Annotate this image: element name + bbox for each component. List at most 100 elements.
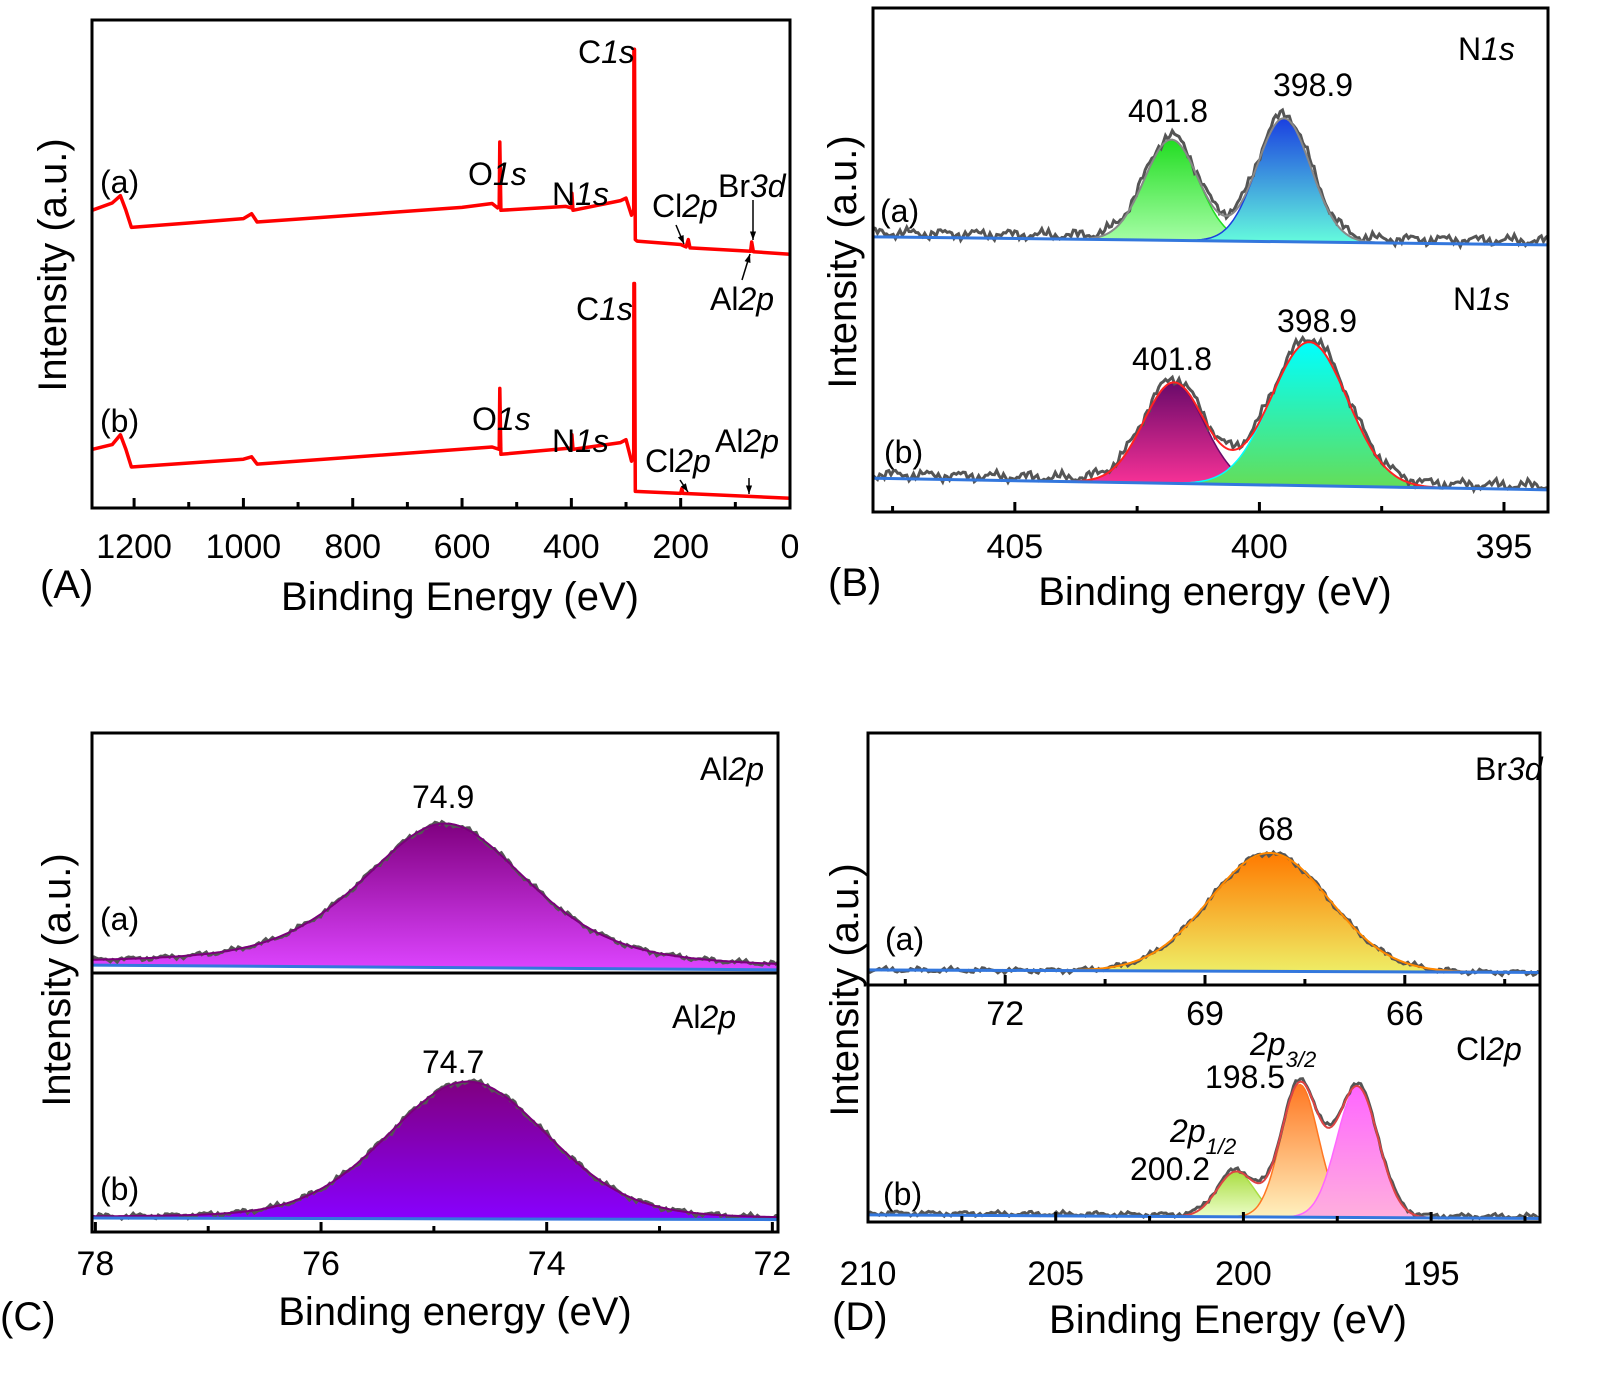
orbital-text: 1s	[493, 156, 527, 192]
x-tick-label: 66	[1386, 995, 1424, 1033]
component-label: 2p3/2	[1249, 1026, 1316, 1072]
orbital-text: 1s	[1476, 281, 1510, 317]
x-tick-label: 600	[434, 528, 491, 566]
element-text: N	[1458, 31, 1481, 67]
element-text: Br	[718, 168, 750, 204]
x-tick-label: 400	[1231, 528, 1288, 566]
baseline	[872, 235, 1549, 247]
envelope-fit	[868, 1080, 1540, 1220]
x-tick-label: 76	[302, 1245, 340, 1283]
peak-position-label: 200.2	[1130, 1151, 1210, 1187]
peak-annotation: Al2p	[710, 281, 774, 317]
element-text: N	[552, 176, 575, 212]
core-level-label: N1s	[1458, 31, 1515, 67]
trace-label-a: (a)	[100, 901, 139, 937]
x-tick-label: 205	[1027, 1255, 1084, 1293]
trace-label-a: (a)	[880, 193, 919, 229]
peak-annotation: Cl2p	[645, 443, 711, 479]
baseline	[867, 1213, 1541, 1220]
orbital-text: 2p	[727, 751, 764, 787]
trace-label-b: (b)	[884, 434, 923, 470]
panel-label: (D)	[832, 1295, 888, 1339]
peak-annotation: O1s	[468, 156, 527, 192]
baseline	[872, 476, 1549, 492]
peak-annotation: Cl2p	[652, 188, 718, 224]
raw-spectrum	[871, 334, 1549, 495]
x-axis-title: Binding energy (eV)	[278, 1290, 632, 1334]
element-text: N	[1453, 281, 1476, 317]
element-text: Cl	[645, 443, 675, 479]
peak-position-label: 401.8	[1128, 93, 1208, 129]
panel-label: (B)	[828, 561, 881, 605]
trace-label-a: (a)	[885, 921, 924, 957]
y-axis-title: Intensity (a.u.)	[31, 138, 75, 391]
peak-annotation: N1s	[552, 423, 609, 459]
component-base: 2p	[1249, 1026, 1286, 1062]
baseline	[867, 968, 1541, 974]
element-text: N	[552, 423, 575, 459]
element-text: C	[578, 34, 601, 70]
x-tick-label: 400	[543, 528, 600, 566]
component-base: 2p	[1169, 1113, 1206, 1149]
orbital-text: 2p	[674, 443, 711, 479]
peak-annotation: C1s	[576, 291, 633, 327]
x-tick-label: 0	[781, 528, 800, 566]
orbital-text: 2p	[742, 423, 779, 459]
fitted-peak-area	[92, 1081, 778, 1220]
x-tick-label: 74	[528, 1245, 566, 1283]
peak-annotation: C1s	[578, 34, 635, 70]
core-level-label: Br3d	[1475, 751, 1544, 787]
element-text: Cl	[652, 188, 682, 224]
trace-label-b: (b)	[883, 1176, 922, 1212]
survey-spectrum	[91, 281, 791, 500]
orbital-text: 1s	[575, 176, 609, 212]
x-tick-label: 1200	[96, 528, 172, 566]
orbital-text: 1s	[601, 34, 635, 70]
x-tick-label: 78	[76, 1245, 114, 1283]
peak-annotation: N1s	[552, 176, 609, 212]
fitted-peak-area	[868, 1171, 1540, 1219]
x-tick-label: 69	[1186, 995, 1224, 1033]
orbital-text: 3d	[750, 168, 787, 204]
element-text: Al	[672, 999, 700, 1035]
x-tick-label: 1000	[206, 528, 282, 566]
orbital-text: 1s	[497, 401, 531, 437]
peak-annotation: Al2p	[715, 423, 779, 459]
trace-label-a: (a)	[100, 164, 139, 200]
core-level-label: Al2p	[672, 999, 736, 1035]
element-text: Al	[715, 423, 743, 459]
peak-position-label: 198.5	[1205, 1059, 1285, 1095]
arrow-head-icon	[744, 254, 751, 263]
peak-position-label: 74.9	[412, 779, 474, 815]
peak-annotation: Br3d	[718, 168, 787, 204]
orbital-text: 1s	[599, 291, 633, 327]
element-text: Al	[700, 751, 728, 787]
envelope-fit	[92, 1080, 778, 1219]
panel-label: (A)	[40, 563, 93, 607]
arrow-head-icon	[745, 485, 753, 494]
x-axis-title: Binding Energy (eV)	[1049, 1298, 1407, 1342]
y-axis-title: Intensity (a.u.)	[35, 853, 79, 1106]
x-tick-label: 195	[1403, 1255, 1460, 1293]
orbital-text: 1s	[1481, 31, 1515, 67]
trace-label-b: (b)	[100, 1171, 139, 1207]
orbital-text: 2p	[1485, 1031, 1522, 1067]
component-sub: 3/2	[1286, 1047, 1317, 1072]
core-level-label: N1s	[1453, 281, 1510, 317]
orbital-text: 3d	[1507, 751, 1544, 787]
x-tick-label: 200	[1215, 1255, 1272, 1293]
element-text: Br	[1475, 751, 1507, 787]
raw-spectrum	[867, 1077, 1541, 1221]
core-level-label: Cl2p	[1456, 1031, 1522, 1067]
x-axis-title: Binding energy (eV)	[1038, 570, 1392, 614]
baseline	[91, 1216, 779, 1222]
panel-label: (C)	[0, 1295, 56, 1339]
component-label: 2p1/2	[1169, 1113, 1236, 1159]
arrow-head-icon	[749, 231, 757, 240]
x-tick-label: 72	[986, 995, 1024, 1033]
fitted-peak-area	[873, 139, 1548, 245]
element-text: Al	[710, 281, 738, 317]
envelope-fit	[91, 822, 779, 965]
x-tick-label: 405	[986, 528, 1043, 566]
baseline	[91, 963, 779, 972]
